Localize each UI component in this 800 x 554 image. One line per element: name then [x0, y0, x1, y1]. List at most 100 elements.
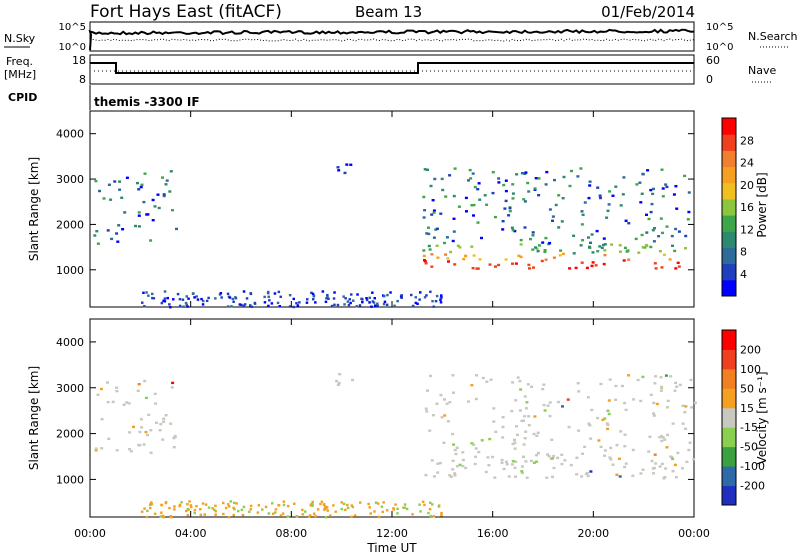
scatter-cell [684, 234, 688, 238]
scatter-cell [292, 297, 295, 301]
scatter-cell [597, 439, 601, 442]
scatter-cell [444, 195, 448, 198]
colorbar-swatch [722, 466, 736, 487]
scatter-cell [671, 422, 675, 425]
scatter-cell [600, 246, 604, 250]
scatter-cell [346, 300, 350, 303]
scatter-cell [340, 507, 343, 511]
scatter-cell [143, 172, 147, 175]
scatter-cell [513, 447, 517, 450]
scatter-cell [626, 249, 630, 252]
scatter-cell [153, 392, 157, 396]
scatter-cell [365, 298, 369, 302]
scatter-cell [475, 374, 478, 377]
scatter-cell [677, 265, 681, 268]
scatter-cell [599, 382, 603, 386]
scatter-cell [149, 239, 153, 242]
scatter-cell [137, 211, 141, 214]
scatter-cell [178, 304, 182, 308]
scatter-cell [648, 435, 652, 438]
scatter-cell [139, 185, 143, 189]
scatter-cell [355, 305, 358, 308]
scatter-cell [301, 508, 304, 512]
nsky-trace [88, 28, 695, 51]
scatter-cell [666, 406, 669, 409]
scatter-cell [352, 299, 355, 302]
scatter-cell [389, 291, 392, 294]
scatter-cell [385, 509, 389, 512]
scatter-cell [481, 376, 485, 380]
scatter-cell [551, 215, 555, 218]
scatter-cell [334, 510, 337, 513]
scatter-cell [444, 253, 448, 256]
scatter-cell [672, 193, 676, 196]
scatter-cell [140, 510, 144, 513]
scatter-cell [431, 199, 435, 202]
scatter-cell [522, 455, 525, 458]
ytick-label: 3000 [56, 173, 84, 186]
scatter-cell [540, 259, 544, 263]
scatter-cell [277, 504, 280, 507]
scatter-cell [607, 399, 611, 402]
scatter-cell [514, 460, 518, 463]
scatter-cell [452, 443, 456, 446]
nsky-tick-bottom: 10^0 [59, 42, 86, 53]
scatter-cell [526, 181, 530, 185]
scatter-cell [611, 463, 615, 466]
scatter-cell [542, 403, 546, 407]
scatter-cell [414, 296, 417, 299]
scatter-cell [359, 501, 362, 504]
scatter-cell [585, 266, 589, 270]
scatter-cell [100, 447, 104, 450]
scatter-cell [541, 387, 545, 391]
colorbar-frame [721, 329, 737, 506]
freq-panel: Freq. [MHz] 18 8 60 0 Nave [4, 54, 776, 86]
scatter-cell [345, 163, 349, 166]
ytick-label: 3000 [56, 382, 84, 395]
scatter-cell [309, 514, 312, 517]
colorbar-tick-label: -100 [740, 460, 765, 473]
scatter-cell [175, 227, 178, 231]
scatter-cell [652, 240, 656, 243]
scatter-cell [423, 296, 427, 299]
scatter-cell [684, 405, 688, 408]
scatter-cell [489, 378, 493, 381]
scatter-cell [674, 267, 678, 270]
scatter-cell [234, 296, 237, 299]
scatter-cell [464, 196, 468, 200]
scatter-cell [116, 240, 120, 243]
scatter-cell [168, 303, 171, 306]
scatter-cell [649, 210, 653, 214]
scatter-cell [666, 399, 670, 403]
scatter-cell [429, 184, 433, 188]
scatter-cell [99, 387, 103, 391]
scatter-cell [370, 305, 373, 308]
scatter-cell [515, 425, 518, 428]
scatter-cell [645, 213, 648, 216]
scatter-cell [170, 386, 174, 389]
scatter-cell [675, 385, 679, 388]
scatter-cell [117, 224, 121, 227]
scatter-cell [337, 381, 341, 385]
scatter-cell [514, 475, 517, 478]
scatter-cell [400, 294, 403, 297]
scatter-cell [106, 400, 110, 404]
scatter-cell [568, 184, 572, 188]
scatter-cell [599, 445, 603, 449]
scatter-cell [524, 460, 528, 463]
scatter-cell [581, 239, 585, 242]
scatter-cell [606, 427, 610, 431]
scatter-cell [646, 169, 650, 172]
scatter-cell [336, 383, 340, 387]
scatter-cell [96, 393, 100, 396]
scatter-cell [213, 508, 216, 511]
scatter-cell [548, 401, 552, 404]
scatter-cell [588, 245, 591, 249]
scatter-cell [159, 422, 163, 426]
xtick-label: 00:00 [678, 527, 710, 540]
scatter-cell [422, 216, 426, 219]
scatter-cell [558, 254, 562, 257]
ytick-label: 4000 [56, 336, 84, 349]
scatter-cell [433, 177, 437, 181]
scatter-cell [685, 460, 689, 464]
